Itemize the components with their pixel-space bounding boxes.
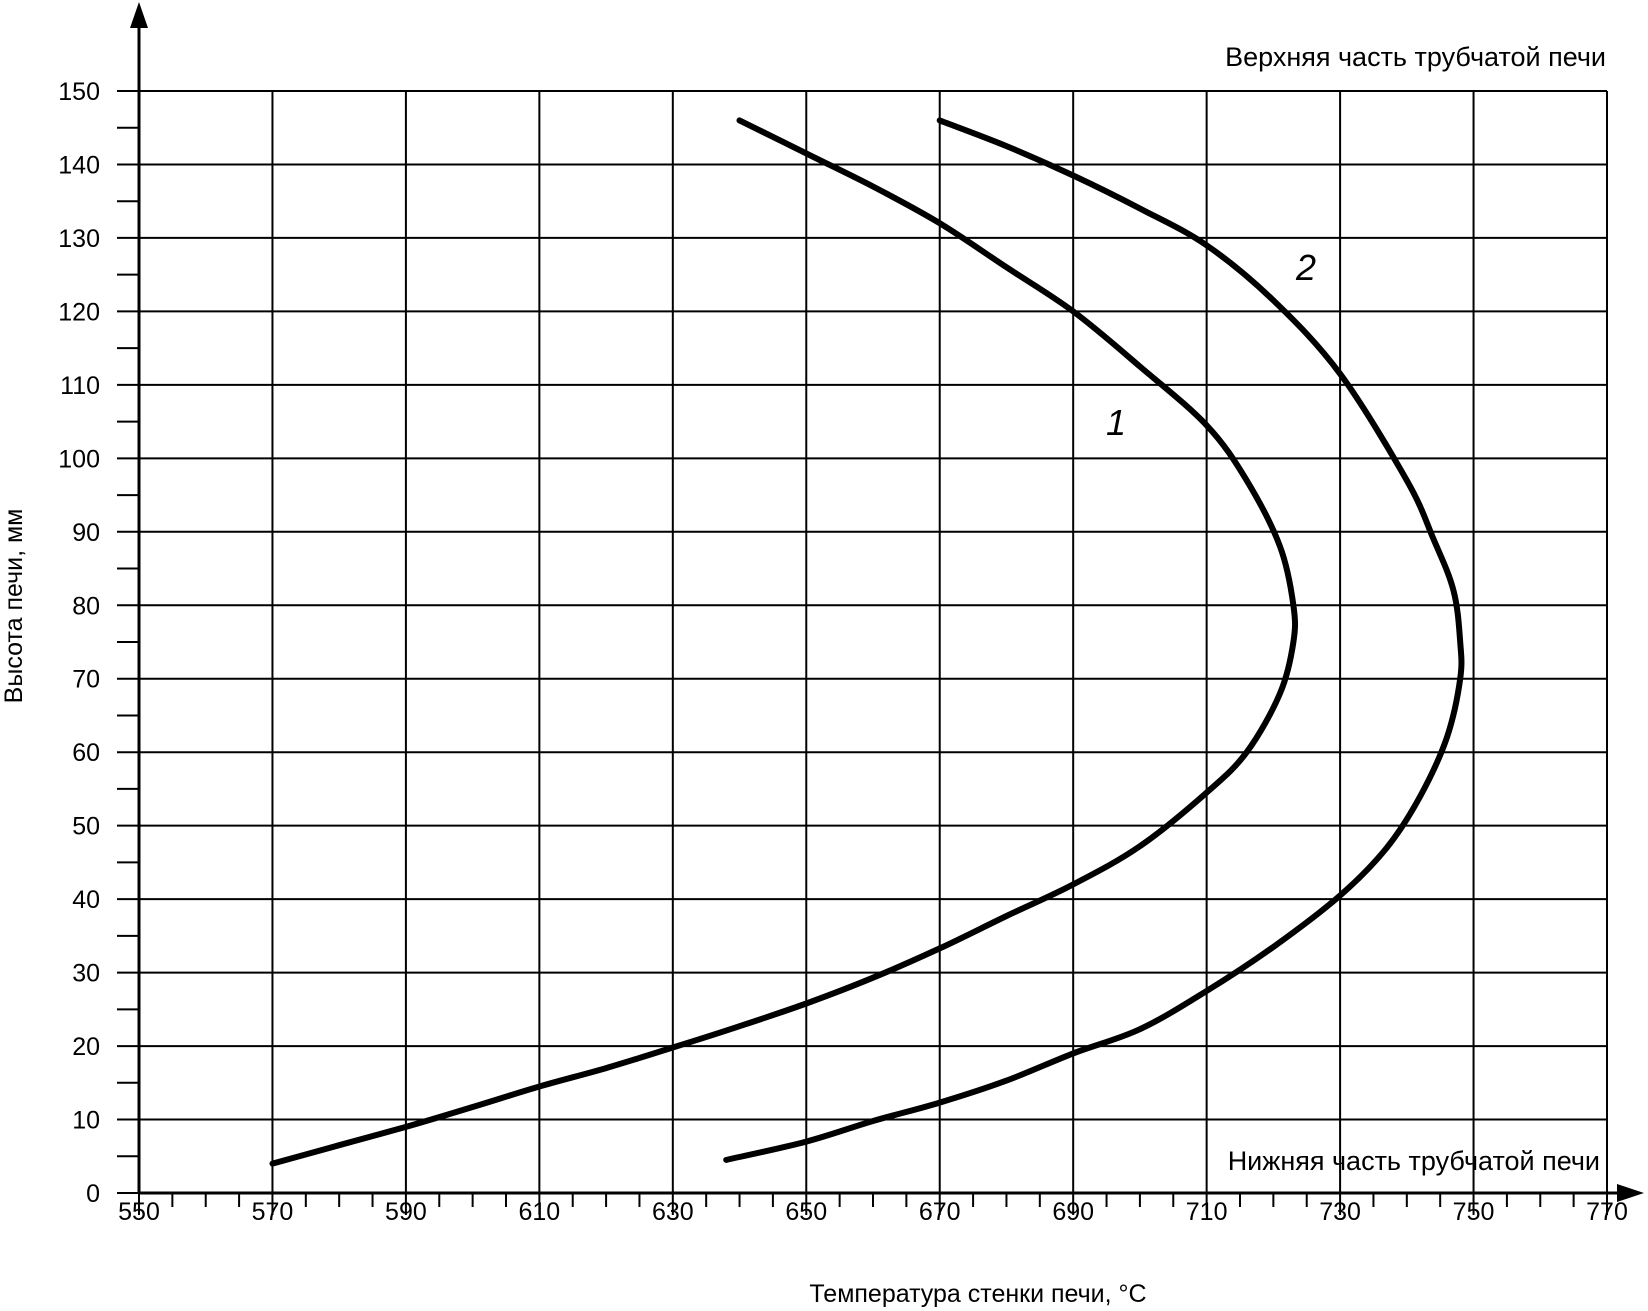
y-tick-label: 120	[58, 298, 100, 326]
y-tick-label: 0	[86, 1180, 100, 1208]
y-tick-label: 50	[72, 813, 100, 841]
x-tick-label: 690	[1052, 1198, 1094, 1226]
y-tick-label: 90	[72, 519, 100, 547]
y-tick-label: 60	[72, 739, 100, 767]
y-tick-label: 80	[72, 592, 100, 620]
axes	[130, 2, 1644, 1202]
top-annotation: Верхняя часть трубчатой печи	[1225, 42, 1606, 72]
x-tick-label: 590	[385, 1198, 427, 1226]
y-axis-arrow	[130, 2, 148, 28]
curves	[269, 117, 1465, 1167]
curve-label-2: 2	[1295, 247, 1316, 288]
x-tick-label: 710	[1186, 1198, 1228, 1226]
y-tick-label: 20	[72, 1033, 100, 1061]
bottom-annotation: Нижняя часть трубчатой печи	[1228, 1146, 1600, 1176]
x-tick-label: 750	[1453, 1198, 1495, 1226]
curve-label-1: 1	[1106, 402, 1126, 443]
x-tick-label: 650	[785, 1198, 827, 1226]
x-tick-label: 610	[519, 1198, 561, 1226]
y-tick-label: 30	[72, 960, 100, 988]
x-tick-label: 630	[652, 1198, 694, 1226]
x-tick-label: 550	[118, 1198, 160, 1226]
labels: Верхняя часть трубчатой печи Нижняя част…	[0, 42, 1606, 1308]
y-tick-label: 70	[72, 666, 100, 694]
grid	[139, 90, 1608, 1193]
series-line-1	[269, 117, 1299, 1167]
x-tick-label: 670	[919, 1198, 961, 1226]
y-tick-label: 110	[60, 372, 100, 400]
x-tick-label: 730	[1319, 1198, 1361, 1226]
y-tick-label: 130	[58, 225, 100, 253]
y-tick-label: 100	[58, 445, 100, 473]
y-tick-label: 140	[58, 151, 100, 179]
x-tick-label: 770	[1586, 1198, 1628, 1226]
x-axis-label: Температура стенки печи, °С	[809, 1280, 1146, 1308]
y-tick-label: 150	[58, 78, 100, 106]
y-tick-label: 40	[72, 886, 100, 914]
x-tick-label: 570	[252, 1198, 294, 1226]
series-line-2	[723, 117, 1465, 1163]
x-axis-arrow	[1617, 1184, 1644, 1202]
ticks: 0 10 20 30 40 50 60 70 80 90 100 110 120 130 140 150 550…	[58, 78, 1628, 1226]
y-axis-label: Высота печи, мм	[0, 509, 28, 704]
y-tick-label: 10	[72, 1107, 100, 1135]
